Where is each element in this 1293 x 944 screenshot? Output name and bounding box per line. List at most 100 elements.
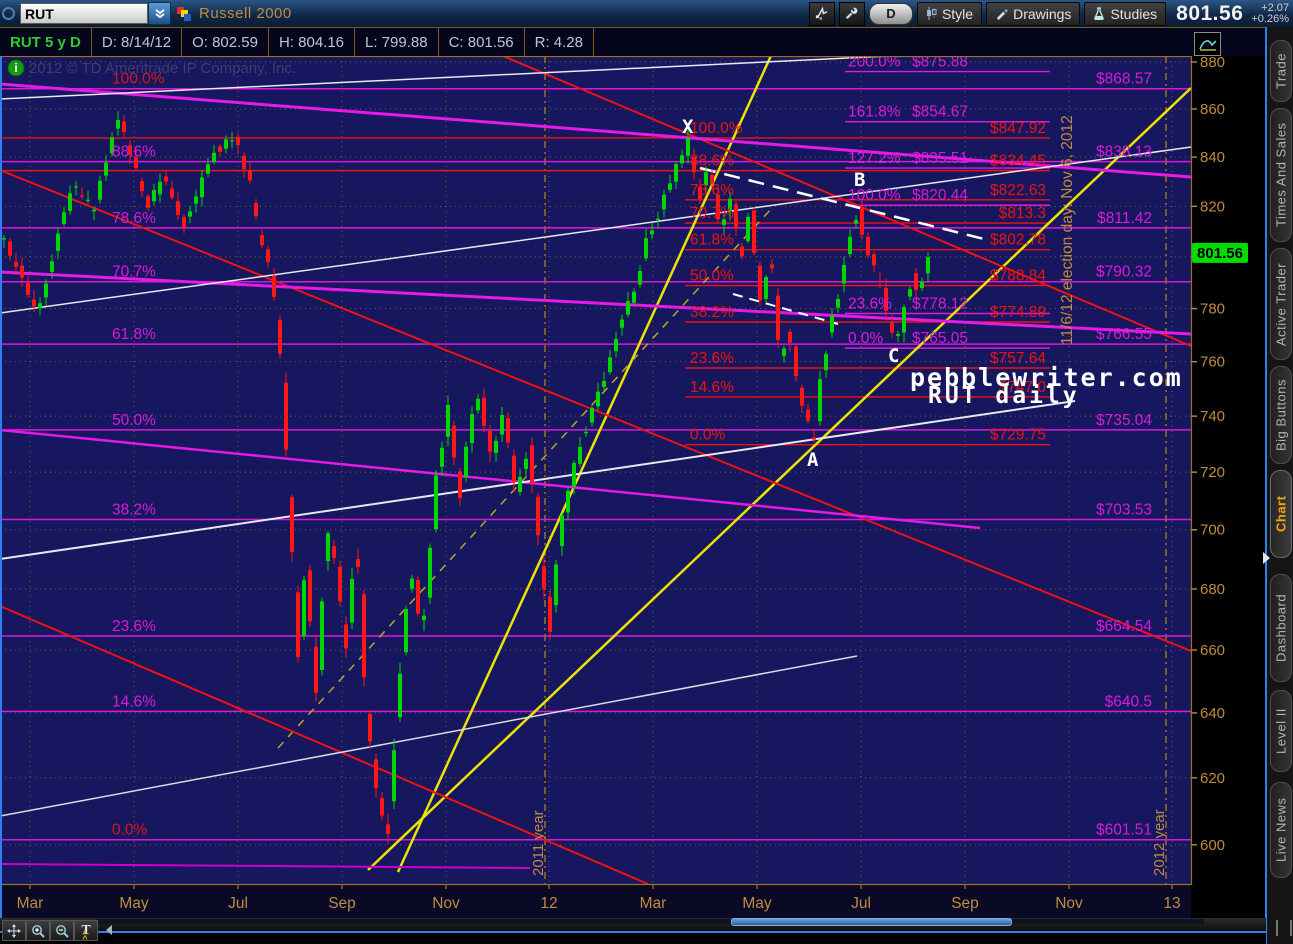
zoom-out-icon[interactable] <box>50 920 74 941</box>
svg-text:Nov: Nov <box>432 895 460 912</box>
gadget-handle-icon[interactable] <box>2 7 15 20</box>
trendline-white-dashed-small[interactable] <box>732 293 839 325</box>
style-button[interactable]: Style <box>916 1 983 26</box>
svg-text:$802.78: $802.78 <box>990 232 1046 249</box>
trendline-magenta-upper[interactable] <box>0 82 1192 179</box>
svg-text:$811.42: $811.42 <box>1097 210 1152 227</box>
candlestick-series <box>2 111 930 845</box>
sidebar-tab-big-buttons[interactable]: Big Buttons <box>1270 366 1292 464</box>
wave-label-b: B <box>854 169 865 191</box>
svg-text:100.0%: 100.0% <box>690 120 743 137</box>
chart-toolbar: D Style Drawings Studies <box>808 1 1293 26</box>
svg-text:Jul: Jul <box>851 895 871 912</box>
svg-text:$847.92: $847.92 <box>990 120 1046 137</box>
time-scrollbar-track[interactable] <box>96 919 1204 924</box>
svg-text:Sep: Sep <box>951 895 979 912</box>
svg-text:$664.54: $664.54 <box>1096 618 1152 635</box>
fib-set-minor-labels: 200.0% $875.88 161.8% $854.67 127.2% $835.51 1… <box>848 54 968 348</box>
svg-text:$729.75: $729.75 <box>990 427 1046 444</box>
trendline-yellow-rising-steep[interactable] <box>396 35 782 873</box>
sidebar-tab-active-trader[interactable]: Active Trader <box>1270 248 1292 360</box>
svg-text:13: 13 <box>1163 895 1180 912</box>
svg-text:88.6%: 88.6% <box>112 144 156 161</box>
trendline-yellow-rising-long[interactable] <box>367 87 1192 871</box>
svg-text:$834.45: $834.45 <box>990 153 1046 170</box>
pan-icon[interactable] <box>2 920 26 941</box>
fib-set-minor-lines <box>845 70 1050 349</box>
grid <box>0 56 1191 884</box>
time-scrollbar-thumb[interactable] <box>731 918 1012 926</box>
svg-text:$601.51: $601.51 <box>1096 822 1152 839</box>
zoom-in-icon[interactable] <box>26 920 50 941</box>
drawings-button[interactable]: Drawings <box>986 1 1081 26</box>
svg-text:14.6%: 14.6% <box>112 693 156 710</box>
price-chart[interactable]: 100.0% $868.57 88.6% $838.13 78.6% $811.42 70.… <box>0 35 1266 918</box>
wave-label-a: A <box>807 449 819 471</box>
svg-text:$778.12: $778.12 <box>912 295 968 312</box>
svg-text:780: 780 <box>1200 301 1225 318</box>
trendline-white-rising[interactable] <box>0 400 1076 560</box>
link-color-icon[interactable] <box>177 6 191 21</box>
svg-text:860: 860 <box>1200 101 1225 118</box>
trendline-red-lower[interactable] <box>0 605 649 885</box>
plot-background <box>0 56 1191 884</box>
svg-text:$790.32: $790.32 <box>1096 264 1152 281</box>
trendline-magenta-bottom-left[interactable] <box>0 863 531 869</box>
text-tool-button[interactable]: T <box>74 920 98 941</box>
svg-text:$813.3: $813.3 <box>999 205 1046 222</box>
svg-text:61.8%: 61.8% <box>112 326 156 343</box>
svg-text:100.0%: 100.0% <box>112 71 165 88</box>
svg-text:161.8%: 161.8% <box>848 104 901 121</box>
svg-text:$757.64: $757.64 <box>990 350 1046 367</box>
maximize-chart-icon[interactable] <box>1194 32 1221 56</box>
sidebar-tab-dashboard[interactable]: Dashboard <box>1270 574 1292 682</box>
trendline-red-mid[interactable] <box>0 169 1192 652</box>
pattern-icon[interactable] <box>808 1 835 26</box>
y-axis-strip[interactable] <box>1191 56 1266 918</box>
svg-text:$747.0: $747.0 <box>999 379 1047 396</box>
svg-text:620: 620 <box>1200 770 1225 787</box>
svg-text:$765.05: $765.05 <box>912 330 968 347</box>
expand-chevron-icon[interactable]: ^ ^ <box>82 929 88 944</box>
studies-button[interactable]: Studies <box>1084 1 1167 26</box>
grip-icon[interactable] <box>1276 920 1292 936</box>
gadget-border-left <box>0 56 2 918</box>
symbol-input[interactable]: RUT <box>20 3 148 24</box>
timeframe-button[interactable]: D <box>868 2 913 25</box>
trendline-white-upper[interactable] <box>0 55 891 100</box>
svg-text:840: 840 <box>1200 149 1225 166</box>
wrench-icon[interactable] <box>838 1 865 26</box>
info-icon[interactable] <box>7 59 25 77</box>
trendline-magenta-lower[interactable] <box>0 428 981 530</box>
trendline-yellow-dashed[interactable] <box>277 207 773 749</box>
sidebar-tab-times-and-sales[interactable]: Times And Sales <box>1270 108 1292 242</box>
svg-text:61.8%: 61.8% <box>690 232 734 249</box>
sidebar-tab-trade[interactable]: Trade <box>1270 40 1292 102</box>
symbol-dropdown-button[interactable] <box>148 2 171 25</box>
sidebar-tab-chart[interactable]: Chart <box>1270 470 1292 558</box>
svg-text:50.0%: 50.0% <box>690 268 734 285</box>
collapse-left-icon[interactable] <box>98 920 120 939</box>
trendline-red-upper-channel[interactable] <box>502 55 1192 347</box>
svg-text:$875.88: $875.88 <box>912 56 968 71</box>
svg-text:640: 640 <box>1200 705 1225 722</box>
svg-text:100.0%: 100.0% <box>848 187 901 204</box>
price-change: +2.07 +0.26% <box>1251 1 1289 25</box>
svg-text:$854.67: $854.67 <box>912 104 968 121</box>
svg-text:0.0%: 0.0% <box>690 427 726 444</box>
trendline-magenta-mid[interactable] <box>0 270 1192 336</box>
label-2012-year: 2012 year <box>1151 809 1168 876</box>
svg-text:0.0%: 0.0% <box>848 330 884 347</box>
svg-text:14.6%: 14.6% <box>690 379 734 396</box>
watermark-site: pebblewriter.com <box>910 363 1183 392</box>
sidebar-tab-level-ii[interactable]: Level II <box>1270 690 1292 772</box>
trendline-white-mid[interactable] <box>0 146 1192 314</box>
svg-text:Sep: Sep <box>328 895 356 912</box>
trendline-white-low[interactable] <box>0 655 858 817</box>
label-election-day: 11/6/12 election day: Nov 6, 2012 <box>1059 115 1076 345</box>
ohlc-field: O: 802.59 <box>181 28 269 57</box>
svg-text:820: 820 <box>1200 198 1225 215</box>
sidebar-tab-live-news[interactable]: Live News <box>1270 782 1292 878</box>
ohlc-field: R: 4.28 <box>523 28 594 57</box>
x-axis-strip <box>0 884 1191 918</box>
